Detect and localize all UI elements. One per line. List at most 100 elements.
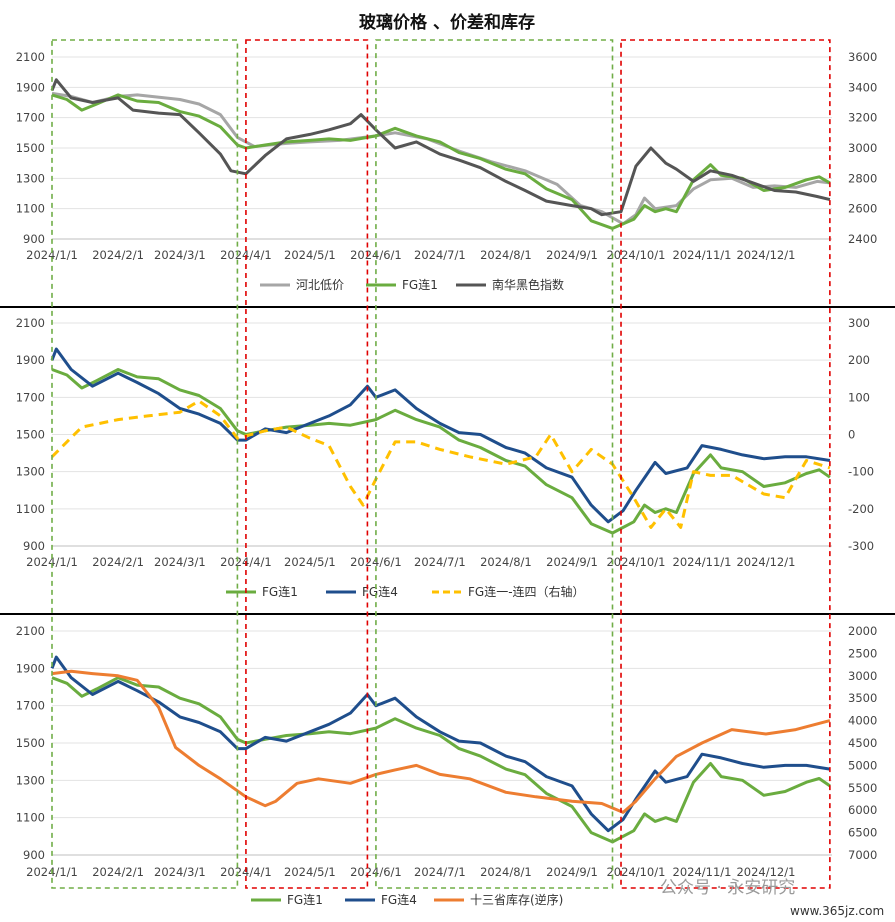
- y-left-tick-label: 1100: [16, 202, 45, 216]
- y-left-tick-label: 1700: [16, 699, 45, 713]
- x-tick-label: 2024/1/1: [26, 555, 78, 569]
- y-right-tick-label: 0: [848, 428, 855, 442]
- y-left-tick-label: 2100: [16, 316, 45, 330]
- highlight-box-red: [620, 39, 831, 889]
- series-line-1: [51, 368, 831, 535]
- y-right-tick-label: 5500: [848, 781, 877, 795]
- series-line-2: [51, 93, 831, 230]
- y-left-tick-label: 1100: [16, 811, 45, 825]
- y-right-tick-label: 300: [848, 316, 870, 330]
- y-right-tick-label: 3400: [848, 80, 877, 94]
- y-right-tick-label: 4500: [848, 736, 877, 750]
- x-tick-label: 2024/1/1: [26, 248, 78, 262]
- series-line-1: [51, 676, 831, 844]
- y-left-tick-label: 900: [23, 848, 45, 862]
- y-right-tick-label: -200: [848, 502, 874, 516]
- x-tick-label: 2024/2/1: [92, 865, 144, 879]
- x-tick-label: 2024/5/1: [284, 555, 336, 569]
- legend-label: 河北低价: [296, 278, 344, 292]
- y-right-tick-label: 2600: [848, 202, 877, 216]
- x-tick-label: 2024/2/1: [92, 555, 144, 569]
- legend-label: FG连1: [402, 277, 438, 292]
- legend-label: FG连4: [381, 892, 417, 907]
- y-right-tick-label: 3000: [848, 669, 877, 683]
- y-left-tick-label: 1100: [16, 502, 45, 516]
- x-tick-label: 2024/6/1: [350, 865, 402, 879]
- panel-3: 900 1100 1300 1500 1700 1900 2100 2000 2500 3000 3…: [16, 624, 878, 907]
- y-left-tick-label: 1900: [16, 80, 45, 94]
- x-tick-label: 2024/12/1: [736, 555, 795, 569]
- x-tick-label: 2024/12/1: [736, 248, 795, 262]
- series-line-3: [50, 399, 831, 529]
- y-left-tick-label: 1300: [16, 773, 45, 787]
- watermark-brand: 公众号 · 永安研究: [660, 878, 795, 898]
- y-left-tick-label: 900: [23, 539, 45, 553]
- y-left-tick-label: 1700: [16, 390, 45, 404]
- y-right-tick-label: 2500: [848, 646, 877, 660]
- legend-label: FG连1: [262, 584, 298, 599]
- y-left-tick-label: 2100: [16, 50, 45, 64]
- x-tick-label: 2024/4/1: [220, 865, 272, 879]
- x-tick-label: 2024/7/1: [414, 248, 466, 262]
- y-right-tick-label: -300: [848, 539, 874, 553]
- highlight-boxes: [51, 39, 831, 889]
- x-tick-label: 2024/8/1: [480, 865, 532, 879]
- x-tick-label: 2024/7/1: [414, 865, 466, 879]
- y-left-tick-label: 1300: [16, 171, 45, 185]
- y-left-tick-label: 1500: [16, 736, 45, 750]
- x-tick-label: 2024/9/1: [546, 555, 598, 569]
- panel-group: 900 1100 1300 1500 1700 1900 2100 2400 2600 2800 3…: [0, 50, 895, 907]
- x-tick-label: 2024/9/1: [546, 865, 598, 879]
- x-tick-label: 2024/11/1: [673, 248, 732, 262]
- x-tick-label: 2024/3/1: [154, 865, 206, 879]
- x-tick-label: 2024/3/1: [154, 248, 206, 262]
- x-tick-label: 2024/3/1: [154, 555, 206, 569]
- y-right-tick-label: 200: [848, 353, 870, 367]
- x-tick-label: 2024/5/1: [284, 865, 336, 879]
- highlight-box-green: [51, 39, 239, 889]
- panel-2: 900 1100 1300 1500 1700 1900 2100 -300 -200 -100 0…: [16, 316, 874, 599]
- y-right-tick-label: -100: [848, 465, 874, 479]
- legend-label: 南华黑色指数: [492, 277, 564, 292]
- highlight-box-green: [375, 39, 614, 889]
- legend-label: FG连1: [287, 892, 323, 907]
- panel-1: 900 1100 1300 1500 1700 1900 2100 2400 2600 2800 3…: [16, 50, 878, 292]
- y-right-tick-label: 3600: [848, 50, 877, 64]
- x-tick-label: 2024/7/1: [414, 555, 466, 569]
- x-tick-label: 2024/11/1: [673, 865, 732, 879]
- y-left-tick-label: 1300: [16, 465, 45, 479]
- y-left-tick-label: 1900: [16, 661, 45, 675]
- legend-label: FG连4: [362, 584, 398, 599]
- highlight-box-red: [245, 39, 369, 889]
- y-right-tick-label: 6500: [848, 826, 877, 840]
- x-tick-label: 2024/8/1: [480, 248, 532, 262]
- x-tick-label: 2024/8/1: [480, 555, 532, 569]
- y-right-tick-label: 2400: [848, 232, 877, 246]
- series-line-3: [51, 669, 831, 814]
- x-tick-label: 2024/2/1: [92, 248, 144, 262]
- y-left-tick-label: 1700: [16, 111, 45, 125]
- y-left-tick-label: 900: [23, 232, 45, 246]
- watermark-url: www.365jz.com: [790, 904, 884, 918]
- series-line-2: [50, 655, 831, 833]
- y-right-tick-label: 5000: [848, 758, 877, 772]
- series-line-3: [50, 78, 831, 217]
- x-tick-label: 2024/9/1: [546, 248, 598, 262]
- x-tick-label: 2024/12/1: [736, 865, 795, 879]
- x-tick-label: 2024/10/1: [606, 248, 665, 262]
- y-right-tick-label: 100: [848, 390, 870, 404]
- x-tick-label: 2024/11/1: [673, 555, 732, 569]
- y-left-tick-label: 1500: [16, 141, 45, 155]
- y-right-tick-label: 3500: [848, 691, 877, 705]
- x-tick-label: 2024/5/1: [284, 248, 336, 262]
- y-right-tick-label: 2800: [848, 171, 877, 185]
- legend-label: 十三省库存(逆序): [470, 892, 563, 907]
- y-right-tick-label: 6000: [848, 803, 877, 817]
- x-tick-label: 2024/10/1: [606, 555, 665, 569]
- legend-label: FG连一-连四（右轴）: [468, 584, 585, 599]
- y-right-tick-label: 4000: [848, 714, 877, 728]
- y-left-tick-label: 2100: [16, 624, 45, 638]
- y-left-tick-label: 1900: [16, 353, 45, 367]
- y-right-tick-label: 7000: [848, 848, 877, 862]
